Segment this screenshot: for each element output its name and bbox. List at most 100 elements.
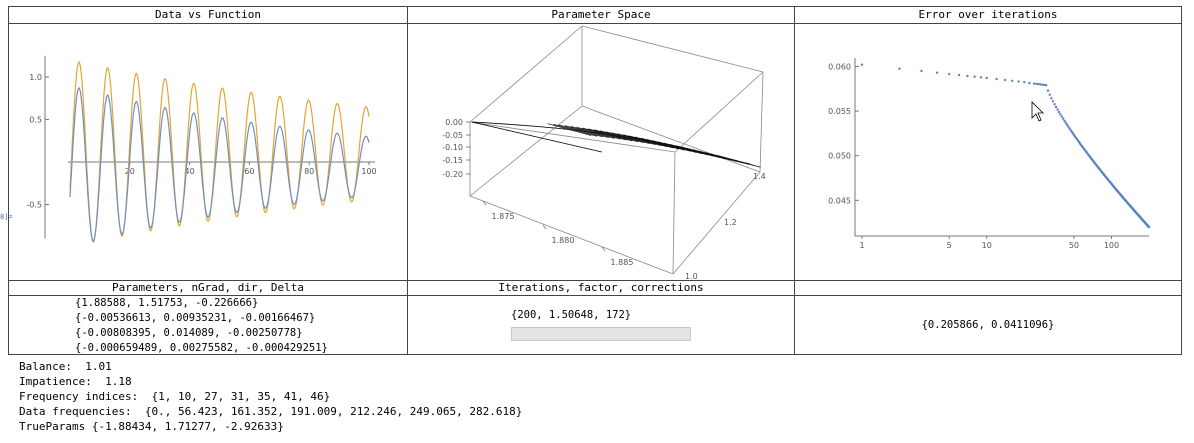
box-edge <box>581 25 764 73</box>
trajectory-segment <box>605 131 650 144</box>
error-point <box>995 77 998 81</box>
trajectory-segment <box>716 154 761 168</box>
header-parameter-space: Parameter Space <box>407 6 795 24</box>
data-series-line <box>69 60 370 244</box>
error-point <box>985 76 988 80</box>
y-tick-label: 0.055 <box>828 107 851 116</box>
trajectory-segment <box>634 136 679 150</box>
header-parameters: Parameters, nGrad, dir, Delta <box>8 280 408 296</box>
x-tick-label: 60 <box>244 167 254 176</box>
y-tick-label: 0.060 <box>828 62 851 71</box>
function-series-line <box>69 86 370 242</box>
box-edge-back <box>581 105 761 173</box>
y-tick-label: 1.0 <box>29 73 42 82</box>
x-tick-label: 40 <box>185 167 195 176</box>
error-point <box>1065 123 1069 126</box>
trajectory-segment <box>553 123 598 137</box>
x-tick-label: 100 <box>1104 241 1119 250</box>
x-tick-label: 1.880 <box>552 236 575 245</box>
parameters-row: {1.88588, 1.51753, -0.226666} <box>75 297 259 309</box>
trajectory-segment <box>588 128 633 142</box>
error-point <box>1064 121 1067 124</box>
delta-row: {-0.000659489, 0.00275582, -0.000429251} <box>75 342 328 354</box>
parameter-space-chart: 0.00 -0.05 -0.10 -0.15 -0.20 1.875 1.880 1.885 1… <box>442 25 766 281</box>
error-point <box>1053 103 1056 106</box>
box-edge <box>674 71 764 153</box>
mouse-cursor-icon <box>1031 101 1044 122</box>
error-point <box>1067 125 1070 128</box>
header-data-vs-function: Data vs Function <box>8 6 408 24</box>
balance-line: Balance: 1.01 <box>19 360 112 373</box>
y-tick-label: -0.5 <box>26 201 42 210</box>
x-tick-label: 50 <box>1069 241 1079 250</box>
z-tick-label: -0.10 <box>442 143 463 152</box>
parameter-space-panel: 0.00 -0.05 -0.10 -0.15 -0.20 1.875 1.880 1.885 1… <box>407 23 795 281</box>
header-result <box>794 280 1182 296</box>
y-tick-label: 0.045 <box>828 196 851 205</box>
error-point <box>1037 82 1040 86</box>
error-point <box>860 63 864 66</box>
x-tick-mark <box>542 224 547 230</box>
trajectory-segment <box>576 126 621 140</box>
data-vs-function-panel: 20 40 60 80 100 -0.5 0.5 1.0 <box>8 23 408 281</box>
box-edge <box>469 25 583 123</box>
x-tick-mark <box>482 200 487 206</box>
cell-output-marker: 8]= <box>0 213 13 221</box>
y-tick-label: 1.2 <box>724 218 737 227</box>
trajectory-segment <box>646 138 691 152</box>
error-point <box>1023 80 1026 84</box>
box-edge <box>469 121 676 153</box>
error-point <box>948 72 951 76</box>
error-point <box>1062 117 1065 120</box>
trajectory-segment <box>593 129 639 143</box>
trajectory-segment <box>617 133 662 147</box>
true-params-line: TrueParams {-1.88434, 1.71277, -2.92633} <box>19 420 284 433</box>
iterations-progress-bar <box>511 327 691 341</box>
error-point <box>973 75 976 78</box>
x-tick-mark <box>601 246 606 252</box>
y-tick-label: 1.0 <box>685 272 698 280</box>
parameters-cell: {1.88588, 1.51753, -0.226666} {-0.005366… <box>8 295 408 355</box>
z-tick-label: -0.05 <box>442 131 463 140</box>
results-grid: Data vs Function Parameter Space Error o… <box>8 6 1182 355</box>
x-tick-label: 1.875 <box>492 212 515 221</box>
x-tick-label: 80 <box>304 167 314 176</box>
iterations-cell: {200, 1.50648, 172} <box>407 295 795 355</box>
trajectory-segment <box>582 127 627 141</box>
x-tick-label: 100 <box>361 167 376 176</box>
error-over-iterations-chart: 1 5 10 50 100 0.045 0.050 0.055 0.060 <box>828 58 1151 250</box>
z-tick-label: -0.15 <box>442 156 463 165</box>
error-point <box>1045 84 1048 87</box>
error-point <box>1068 127 1071 130</box>
error-point <box>1051 100 1055 103</box>
trajectory-segment <box>640 137 685 151</box>
error-point <box>1050 97 1053 100</box>
x-tick-label: 20 <box>125 167 135 176</box>
box-edge <box>469 195 674 275</box>
error-point <box>1041 83 1044 86</box>
trajectory-segment <box>564 125 609 138</box>
data-vs-function-chart: 20 40 60 80 100 -0.5 0.5 1.0 <box>26 55 377 244</box>
error-point <box>1035 82 1038 86</box>
error-point <box>957 73 961 77</box>
error-point <box>1028 81 1031 85</box>
error-point <box>1043 83 1046 87</box>
trajectory-segment <box>611 132 656 145</box>
y-tick-label: 0.050 <box>828 152 851 161</box>
box-edge <box>672 151 676 275</box>
z-tick-label: -0.20 <box>442 170 463 179</box>
error-point <box>1032 82 1036 85</box>
data-frequencies-line: Data frequencies: {0., 56.423, 161.352, … <box>19 405 523 418</box>
error-point <box>1069 128 1072 132</box>
error-point <box>1017 80 1020 83</box>
box-edge-back <box>469 105 583 197</box>
error-point <box>898 67 901 70</box>
error-point <box>1054 105 1058 109</box>
x-tick-label: 1.885 <box>611 258 634 267</box>
dir-row: {-0.00808395, 0.014089, -0.00250778} <box>75 327 303 339</box>
trajectory-segment <box>623 134 668 148</box>
frequency-indices-line: Frequency indices: {1, 10, 27, 31, 35, 4… <box>19 390 331 403</box>
error-point <box>920 69 923 73</box>
result-cell: {0.205866, 0.0411096} <box>794 295 1182 355</box>
y-tick-label: 1.4 <box>753 172 766 181</box>
